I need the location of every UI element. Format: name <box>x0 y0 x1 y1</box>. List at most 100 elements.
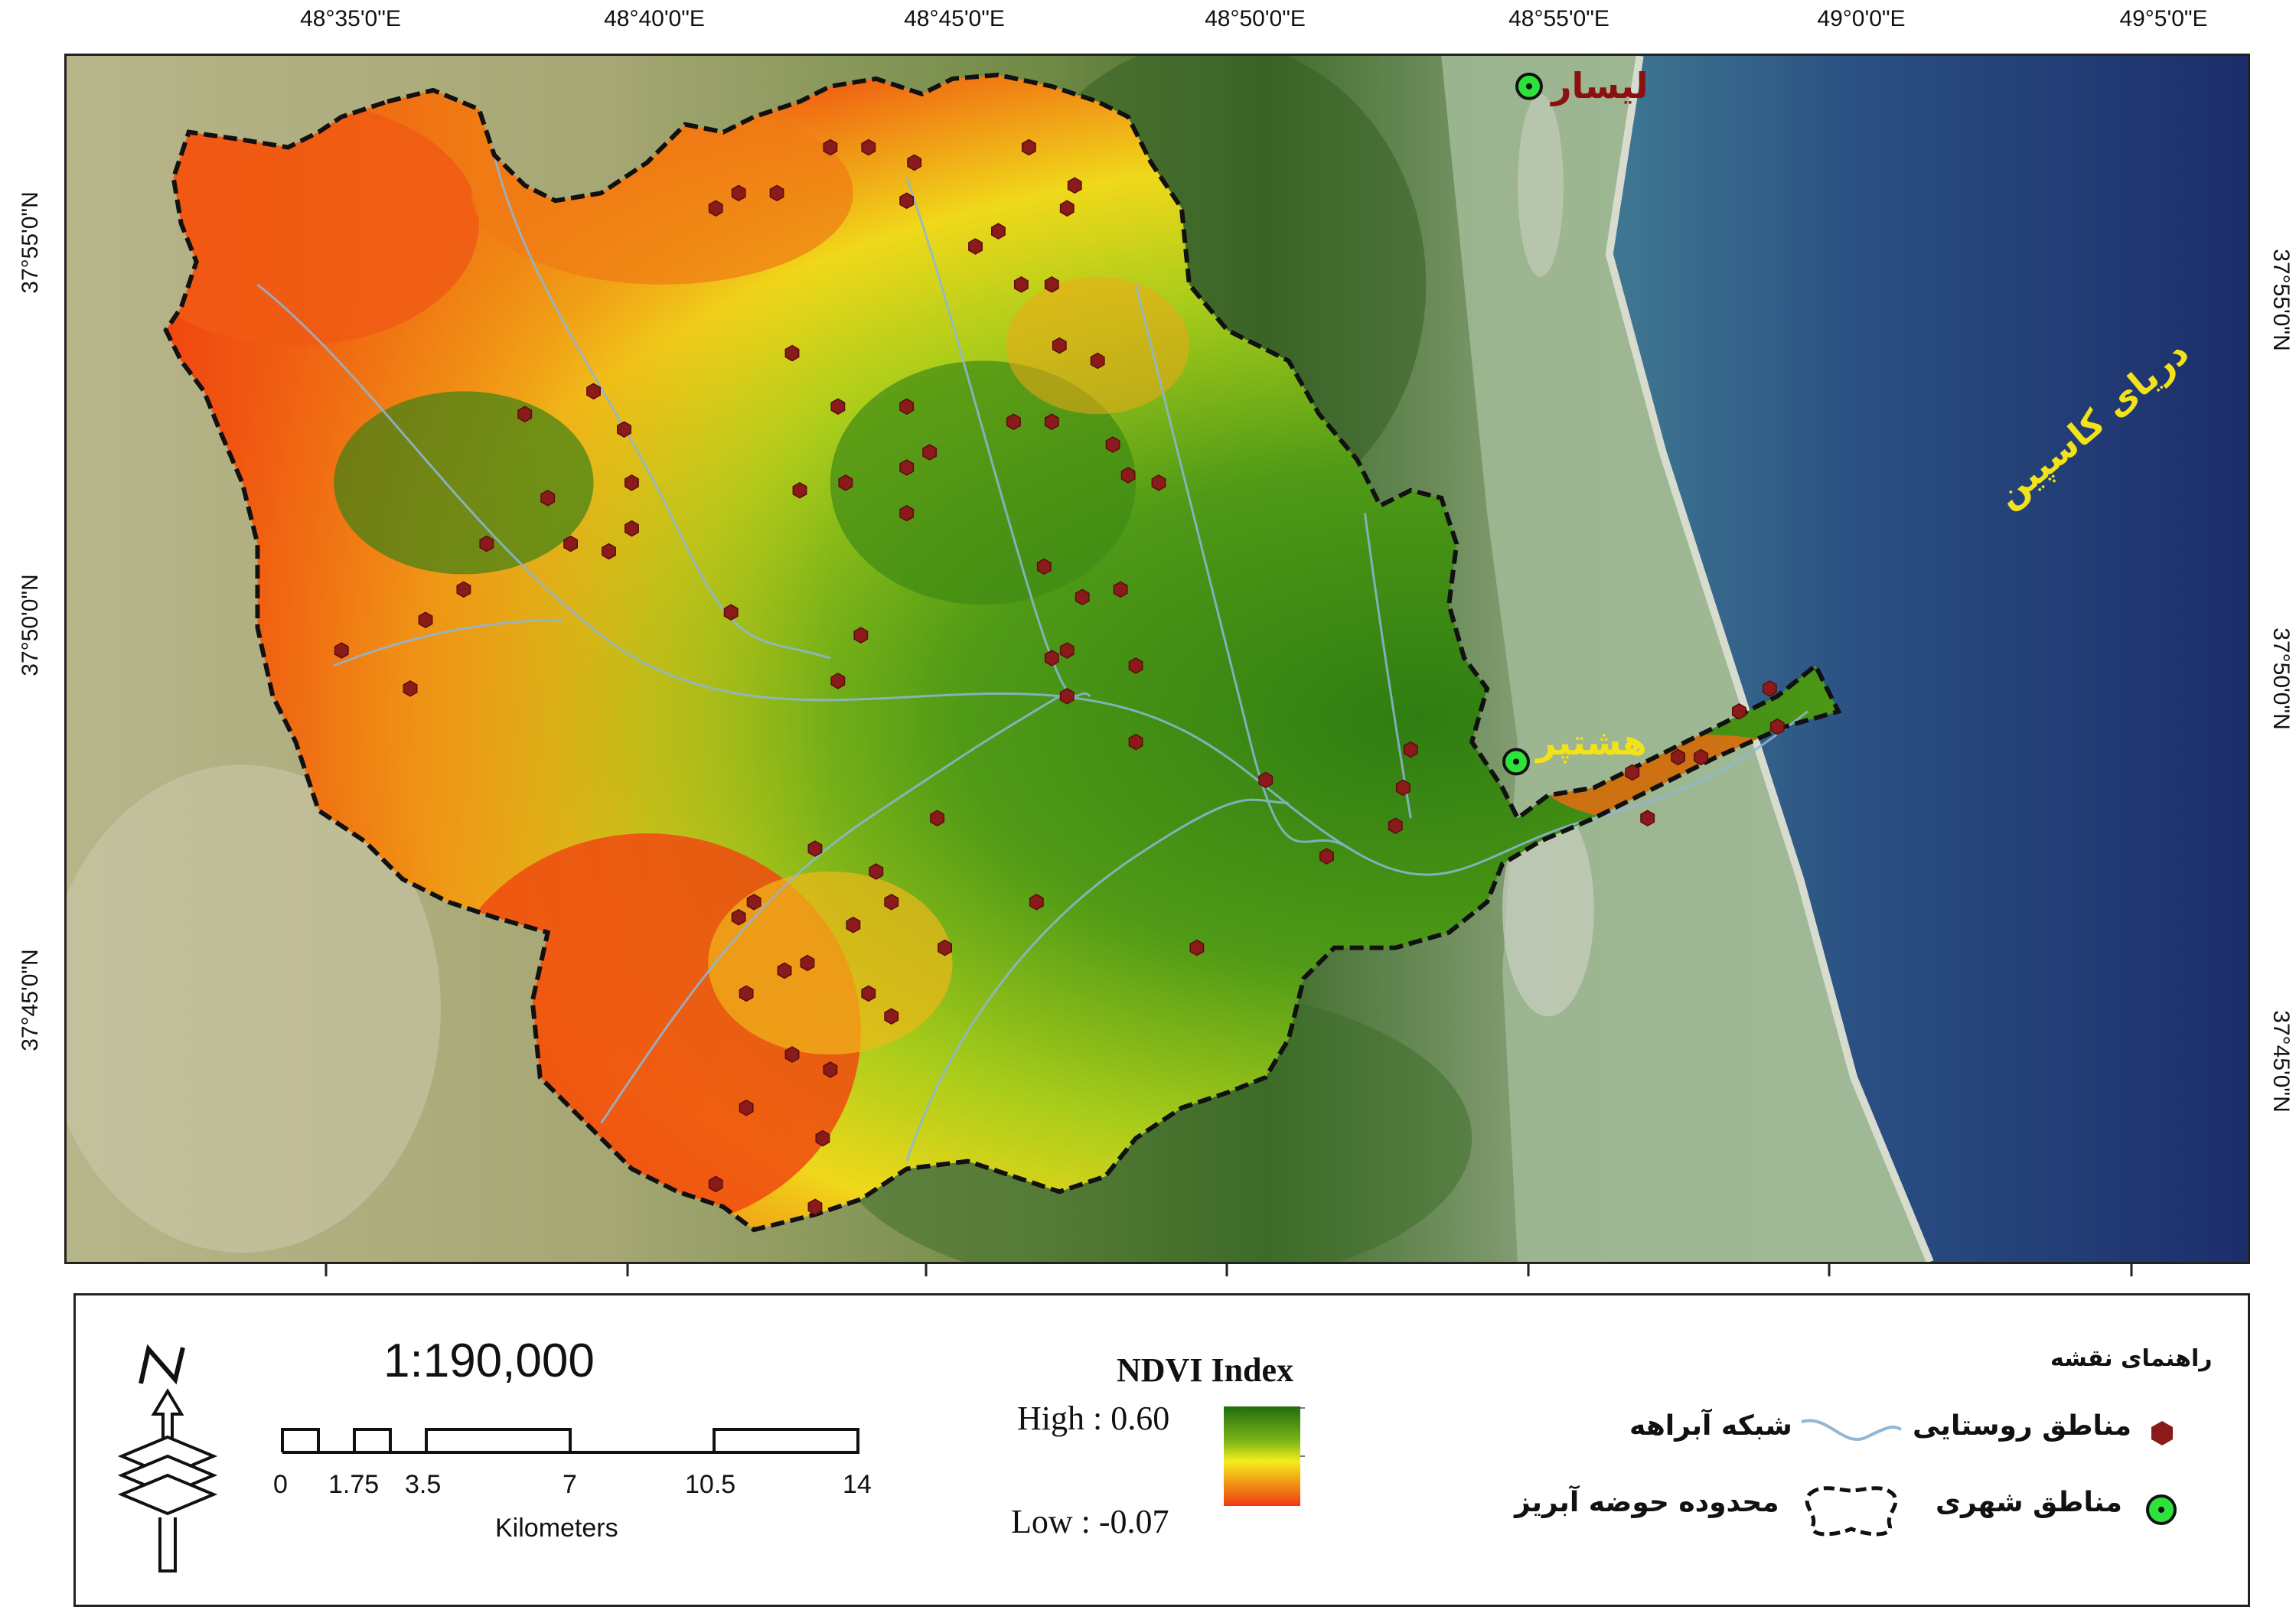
rural-point[interactable] <box>1694 748 1708 766</box>
rural-point[interactable] <box>1059 200 1075 217</box>
rural-point[interactable] <box>884 893 899 911</box>
rural-point[interactable] <box>815 1129 830 1147</box>
rural-point[interactable] <box>1021 139 1036 156</box>
rural-point[interactable] <box>1113 581 1128 598</box>
rural-point[interactable] <box>625 474 639 491</box>
rural-point[interactable] <box>884 1008 899 1025</box>
rural-point[interactable] <box>1128 657 1143 674</box>
rural-point[interactable] <box>968 238 983 255</box>
rural-point[interactable] <box>1671 748 1685 766</box>
rural-point[interactable] <box>418 611 433 629</box>
rural-point[interactable] <box>1036 558 1052 575</box>
stream-line-icon <box>1801 1419 1902 1441</box>
rural-point[interactable] <box>807 1198 823 1216</box>
rural-settlements <box>334 139 1785 1216</box>
rural-point[interactable] <box>1006 413 1021 431</box>
rural-point[interactable] <box>586 383 601 400</box>
rural-point[interactable] <box>1388 817 1403 834</box>
rural-point[interactable] <box>540 489 556 507</box>
ndvi-color-ramp <box>1224 1406 1305 1506</box>
rural-point[interactable] <box>723 604 739 621</box>
rural-point[interactable] <box>846 916 861 934</box>
rural-point[interactable] <box>899 192 915 210</box>
rural-point[interactable] <box>800 954 815 972</box>
rural-point[interactable] <box>602 543 616 560</box>
rural-point[interactable] <box>1151 474 1166 491</box>
rural-point[interactable] <box>617 421 631 438</box>
rural-point[interactable] <box>1090 352 1105 370</box>
rural-point[interactable] <box>1640 810 1655 827</box>
rural-point[interactable] <box>1403 741 1418 758</box>
rural-point[interactable] <box>1013 276 1029 293</box>
rural-point[interactable] <box>1769 718 1785 735</box>
rural-point[interactable] <box>899 459 915 476</box>
legend-label-streams: شبکه آبراهه <box>1629 1410 1792 1442</box>
rural-point[interactable] <box>1075 588 1090 606</box>
scale-ratio: 1:190,000 <box>383 1335 595 1387</box>
rural-point[interactable] <box>708 200 723 217</box>
rural-point[interactable] <box>625 520 639 537</box>
rural-point[interactable] <box>1029 893 1044 911</box>
rural-point[interactable] <box>853 627 869 644</box>
rural-point[interactable] <box>1044 276 1059 293</box>
caspian-sea <box>1609 56 2248 1262</box>
rural-point[interactable] <box>823 1061 838 1078</box>
rural-point[interactable] <box>991 223 1006 240</box>
rural-point[interactable] <box>563 535 579 552</box>
rural-point[interactable] <box>1762 680 1777 697</box>
rural-point[interactable] <box>869 863 884 880</box>
rural-point[interactable] <box>938 939 953 957</box>
rural-point[interactable] <box>708 1175 723 1193</box>
scale-unit: Kilometers <box>495 1514 618 1543</box>
rural-point[interactable] <box>830 673 846 689</box>
rural-point[interactable] <box>930 810 945 827</box>
basin-boundary-icon <box>1805 1486 1898 1537</box>
rural-point[interactable] <box>777 962 792 979</box>
rural-point[interactable] <box>899 504 915 522</box>
rural-point[interactable] <box>1625 764 1640 781</box>
rural-point[interactable] <box>784 1046 800 1063</box>
rural-point[interactable] <box>769 184 784 202</box>
rural-point[interactable] <box>517 406 533 423</box>
rural-point[interactable] <box>861 985 876 1002</box>
scale-tick-1-75: 1.75 <box>328 1470 380 1499</box>
rural-point[interactable] <box>1319 848 1334 865</box>
rural-point[interactable] <box>1128 733 1143 751</box>
rural-point[interactable] <box>1044 413 1059 431</box>
rural-point[interactable] <box>922 444 938 461</box>
lat-label-left-37-50: 37°50'0"N <box>18 574 43 676</box>
rural-point[interactable] <box>784 344 800 362</box>
rural-point[interactable] <box>1059 687 1075 705</box>
rural-point[interactable] <box>1258 771 1274 789</box>
urban-point-hashtpar[interactable] <box>1502 748 1530 776</box>
rural-point[interactable] <box>479 535 494 552</box>
rural-point[interactable] <box>899 398 915 416</box>
rural-point[interactable] <box>1189 939 1205 957</box>
rural-point[interactable] <box>1395 779 1411 797</box>
rural-point[interactable] <box>731 184 746 202</box>
rural-point[interactable] <box>1731 702 1746 720</box>
rural-point[interactable] <box>907 154 922 171</box>
rural-point[interactable] <box>838 474 853 491</box>
rural-point[interactable] <box>823 139 838 156</box>
urban-point-lisar[interactable] <box>1515 72 1543 100</box>
rural-point[interactable] <box>403 680 418 697</box>
rural-point[interactable] <box>334 642 349 659</box>
urban-area-hashtpar <box>1502 803 1594 1017</box>
rural-point[interactable] <box>746 893 762 911</box>
rural-point[interactable] <box>456 581 471 598</box>
rural-point[interactable] <box>731 908 746 926</box>
rural-point[interactable] <box>739 985 754 1002</box>
rural-point[interactable] <box>830 398 846 416</box>
rural-point[interactable] <box>807 840 823 857</box>
map-frame[interactable]: لیسار هشتپر دریای کاسپین <box>64 54 2250 1264</box>
rural-point[interactable] <box>1052 337 1067 354</box>
rural-point[interactable] <box>1120 467 1136 484</box>
rural-point[interactable] <box>739 1099 754 1116</box>
rural-point[interactable] <box>861 139 876 156</box>
rural-point[interactable] <box>1044 650 1059 666</box>
rural-point[interactable] <box>1105 436 1120 453</box>
rural-point[interactable] <box>792 482 807 499</box>
rural-point[interactable] <box>1067 177 1082 194</box>
rural-point[interactable] <box>1059 642 1075 659</box>
